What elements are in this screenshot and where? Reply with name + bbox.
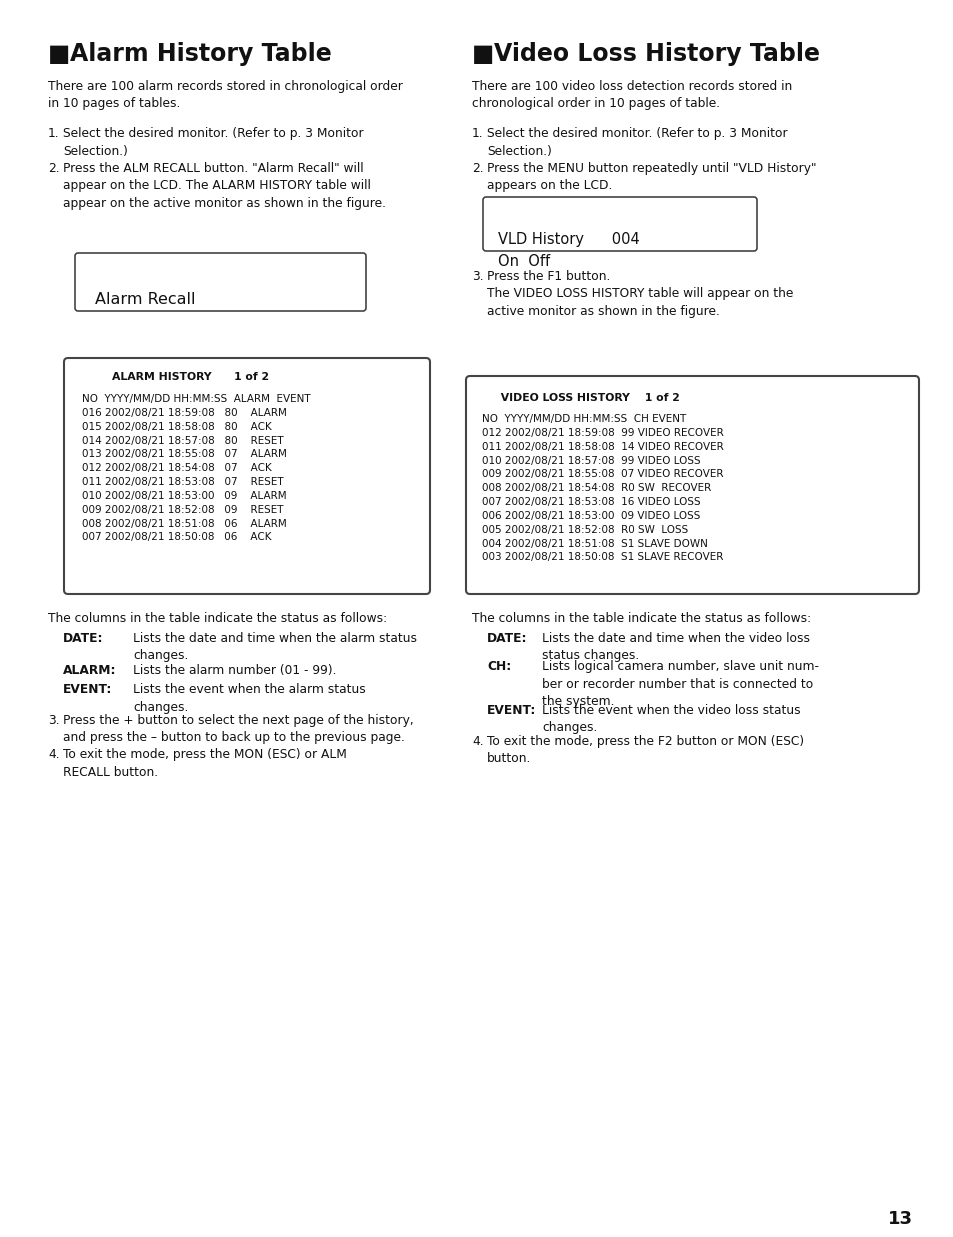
Text: Lists the event when the video loss status
changes.: Lists the event when the video loss stat…: [541, 704, 800, 735]
Text: NO  YYYY/MM/DD HH:MM:SS  ALARM  EVENT
016 2002/08/21 18:59:08   80    ALARM
015 : NO YYYY/MM/DD HH:MM:SS ALARM EVENT 016 2…: [82, 395, 311, 542]
Text: Press the + button to select the next page of the history,
and press the – butto: Press the + button to select the next pa…: [63, 714, 414, 745]
Text: 1.: 1.: [472, 127, 483, 140]
Text: DATE:: DATE:: [486, 632, 527, 644]
Text: Lists logical camera number, slave unit num-
ber or recorder number that is conn: Lists logical camera number, slave unit …: [541, 661, 818, 708]
Text: VIDEO LOSS HISTORY    1 of 2: VIDEO LOSS HISTORY 1 of 2: [481, 393, 679, 403]
Text: Lists the date and time when the alarm status
changes.: Lists the date and time when the alarm s…: [132, 632, 416, 663]
Text: ALARM:: ALARM:: [63, 664, 116, 677]
Text: NO  YYYY/MM/DD HH:MM:SS  CH EVENT
012 2002/08/21 18:59:08  99 VIDEO RECOVER
011 : NO YYYY/MM/DD HH:MM:SS CH EVENT 012 2002…: [481, 414, 723, 563]
Text: Lists the alarm number (01 - 99).: Lists the alarm number (01 - 99).: [132, 664, 336, 677]
Text: ■: ■: [48, 42, 71, 66]
Text: Alarm History Table: Alarm History Table: [70, 42, 332, 66]
Text: Press the ALM RECALL button. "Alarm Recall" will
appear on the LCD. The ALARM HI: Press the ALM RECALL button. "Alarm Reca…: [63, 162, 386, 210]
Text: Alarm Recall: Alarm Recall: [95, 292, 195, 307]
Text: Lists the event when the alarm status
changes.: Lists the event when the alarm status ch…: [132, 683, 365, 714]
Text: 2.: 2.: [472, 162, 483, 174]
Text: There are 100 alarm records stored in chronological order
in 10 pages of tables.: There are 100 alarm records stored in ch…: [48, 80, 402, 110]
Text: Select the desired monitor. (Refer to p. 3 Monitor
Selection.): Select the desired monitor. (Refer to p.…: [63, 127, 363, 157]
Text: To exit the mode, press the MON (ESC) or ALM
RECALL button.: To exit the mode, press the MON (ESC) or…: [63, 748, 347, 778]
Text: ALARM HISTORY      1 of 2: ALARM HISTORY 1 of 2: [82, 372, 269, 382]
Text: DATE:: DATE:: [63, 632, 103, 644]
FancyBboxPatch shape: [465, 376, 918, 594]
Text: ■: ■: [472, 42, 494, 66]
Text: Lists the date and time when the video loss
status changes.: Lists the date and time when the video l…: [541, 632, 809, 663]
Text: To exit the mode, press the F2 button or MON (ESC)
button.: To exit the mode, press the F2 button or…: [486, 735, 803, 766]
Text: The columns in the table indicate the status as follows:: The columns in the table indicate the st…: [48, 612, 387, 625]
Text: 3.: 3.: [48, 714, 59, 727]
Text: There are 100 video loss detection records stored in
chronological order in 10 p: There are 100 video loss detection recor…: [472, 80, 791, 110]
Text: Video Loss History Table: Video Loss History Table: [494, 42, 820, 66]
Text: 13: 13: [886, 1210, 911, 1228]
Text: VLD History      004
On  Off: VLD History 004 On Off: [497, 233, 639, 270]
Text: 4.: 4.: [48, 748, 59, 761]
Text: 2.: 2.: [48, 162, 59, 174]
Text: 1.: 1.: [48, 127, 59, 140]
Text: CH:: CH:: [486, 661, 511, 673]
FancyBboxPatch shape: [64, 357, 430, 594]
Text: Select the desired monitor. (Refer to p. 3 Monitor
Selection.): Select the desired monitor. (Refer to p.…: [486, 127, 787, 157]
Text: EVENT:: EVENT:: [63, 683, 112, 696]
Text: EVENT:: EVENT:: [486, 704, 536, 717]
Text: The columns in the table indicate the status as follows:: The columns in the table indicate the st…: [472, 612, 810, 625]
FancyBboxPatch shape: [75, 254, 366, 310]
Text: Press the MENU button repeatedly until "VLD History"
appears on the LCD.: Press the MENU button repeatedly until "…: [486, 162, 816, 193]
Text: Press the F1 button.
The VIDEO LOSS HISTORY table will appear on the
active moni: Press the F1 button. The VIDEO LOSS HIST…: [486, 270, 793, 318]
FancyBboxPatch shape: [482, 197, 757, 251]
Text: 4.: 4.: [472, 735, 483, 748]
Text: 3.: 3.: [472, 270, 483, 283]
